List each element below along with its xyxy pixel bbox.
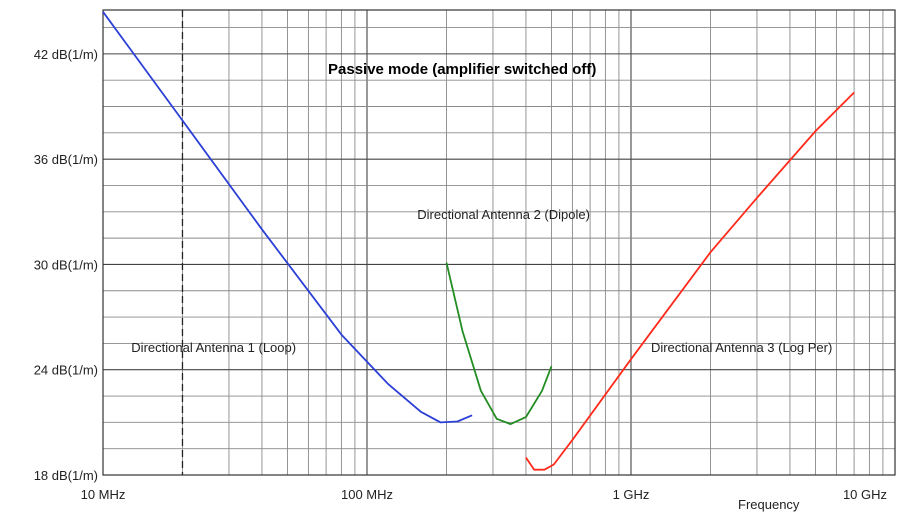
x-tick-label: 1 GHz bbox=[613, 487, 650, 502]
x-tick-label: 100 MHz bbox=[341, 487, 393, 502]
y-tick-label: 42 dB(1/m) bbox=[34, 47, 98, 62]
labels-group: 18 dB(1/m) 24 dB(1/m) 30 dB(1/m) 36 dB(1/m)… bbox=[34, 47, 887, 502]
grid bbox=[103, 10, 895, 475]
x-axis-label: Frequency bbox=[738, 497, 800, 512]
series-line-3 bbox=[525, 91, 855, 471]
series-annotation: Directional Antenna 1 (Loop) bbox=[131, 340, 296, 355]
y-tick-label: 18 dB(1/m) bbox=[34, 468, 98, 483]
x-tick-label: 10 GHz bbox=[843, 487, 887, 502]
y-tick-label: 24 dB(1/m) bbox=[34, 363, 98, 378]
plot-border bbox=[102, 9, 896, 476]
chart-title: Passive mode (amplifier switched off) bbox=[328, 61, 596, 78]
x-tick-label: 10 MHz bbox=[81, 487, 126, 502]
series-group bbox=[102, 11, 855, 471]
series-annotation: Directional Antenna 3 (Log Per) bbox=[651, 340, 832, 355]
y-tick-label: 30 dB(1/m) bbox=[34, 257, 98, 272]
plot-frame bbox=[102, 9, 896, 476]
series-line-1 bbox=[102, 11, 473, 424]
y-tick-label: 36 dB(1/m) bbox=[34, 152, 98, 167]
series-annotation: Directional Antenna 2 (Dipole) bbox=[417, 207, 590, 222]
series-line-2 bbox=[445, 262, 553, 426]
